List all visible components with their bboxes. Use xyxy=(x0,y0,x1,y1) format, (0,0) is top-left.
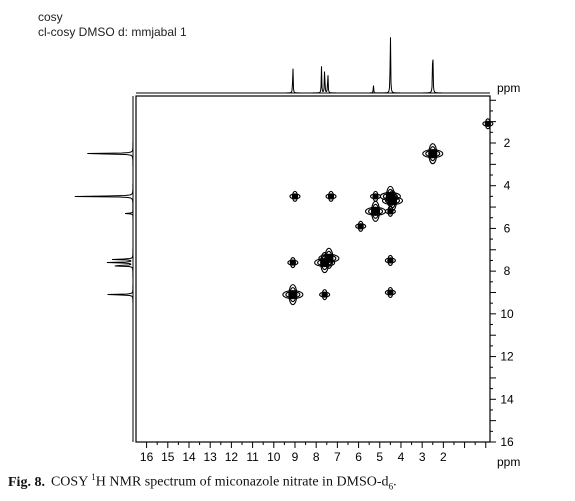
cross-peak xyxy=(287,257,299,269)
caption-label: Fig. 8. xyxy=(8,474,45,490)
cross-peak xyxy=(325,190,337,202)
contour-core xyxy=(359,224,363,228)
x-tick-label: 7 xyxy=(334,450,341,464)
cross-peak xyxy=(384,254,396,267)
x-tick-label: 11 xyxy=(246,450,259,464)
cross-peak xyxy=(482,118,494,130)
plot-frame xyxy=(135,95,491,443)
x-axis: 16 15 14 13 12 11 10 9 8 7 6 5 4 3 2 xyxy=(140,442,487,464)
top-projection-spectrum xyxy=(136,37,490,94)
y-tick-label: 12 xyxy=(500,350,514,364)
contour-core xyxy=(329,194,333,198)
contour-core xyxy=(389,197,396,204)
diagonal-peak xyxy=(318,247,340,269)
y-tick-label: 14 xyxy=(500,392,514,406)
figure-caption: Fig. 8. COSY 1H NMR spectrum of miconazol… xyxy=(8,472,397,491)
x-axis-label: ppm xyxy=(497,455,520,469)
experiment-name: cosy xyxy=(38,10,63,24)
contour-core xyxy=(289,291,296,298)
cross-peak xyxy=(369,190,382,202)
contour-core xyxy=(388,209,392,213)
y-tick-label: 2 xyxy=(504,136,511,150)
caption-superscript: 1 xyxy=(91,472,96,482)
y-tick-label: 16 xyxy=(500,435,514,449)
x-tick-label: 4 xyxy=(398,450,405,464)
x-tick-label: 15 xyxy=(161,450,175,464)
cross-peak xyxy=(384,286,396,299)
contour-core xyxy=(429,150,436,157)
x-tick-label: 12 xyxy=(225,450,239,464)
x-tick-label: 9 xyxy=(292,450,299,464)
left-projection-spectrum xyxy=(74,96,134,442)
y-tick-label: 10 xyxy=(500,307,514,321)
cross-peak xyxy=(289,190,301,202)
y-axis-label: ppm xyxy=(497,81,520,95)
x-tick-label: 5 xyxy=(376,450,383,464)
contour-core xyxy=(291,260,295,265)
diagonal-peak xyxy=(381,190,404,212)
x-tick-label: 6 xyxy=(355,450,362,464)
contour-core xyxy=(486,122,490,126)
x-tick-label: 8 xyxy=(313,450,320,464)
x-tick-label: 14 xyxy=(182,450,196,464)
contour-core xyxy=(388,258,392,263)
x-tick-label: 16 xyxy=(140,450,154,464)
x-tick-label: 3 xyxy=(419,450,426,464)
contour-core xyxy=(373,194,378,198)
cross-peak xyxy=(384,205,396,217)
y-axis: 2 4 6 8 10 12 14 16 xyxy=(490,99,514,449)
contour-core xyxy=(388,290,392,295)
diagonal-peak xyxy=(364,200,387,222)
y-tick-label: 4 xyxy=(504,179,511,193)
contour-core xyxy=(323,293,327,297)
caption-period: . xyxy=(393,474,397,490)
experiment-title: cl-cosy DMSO d: mmjabal 1 xyxy=(38,25,187,39)
diagonal-peak xyxy=(282,284,304,306)
caption-text-1: COSY xyxy=(50,474,92,490)
caption-text-2: H NMR spectrum of miconazole nitrate in … xyxy=(95,474,389,490)
x-tick-label: 10 xyxy=(267,450,281,464)
caption-subscript: 6 xyxy=(388,481,394,492)
diagonal-peak xyxy=(422,143,444,165)
y-tick-label: 6 xyxy=(504,221,511,235)
cross-peak xyxy=(319,289,331,301)
contour-core xyxy=(293,194,297,198)
y-tick-label: 8 xyxy=(504,264,511,278)
cross-peak xyxy=(355,220,367,232)
contour-core xyxy=(325,255,332,262)
x-tick-label: 2 xyxy=(440,450,447,464)
contour-core xyxy=(372,208,379,215)
x-tick-label: 13 xyxy=(204,450,218,464)
contour-peaks xyxy=(282,118,494,306)
